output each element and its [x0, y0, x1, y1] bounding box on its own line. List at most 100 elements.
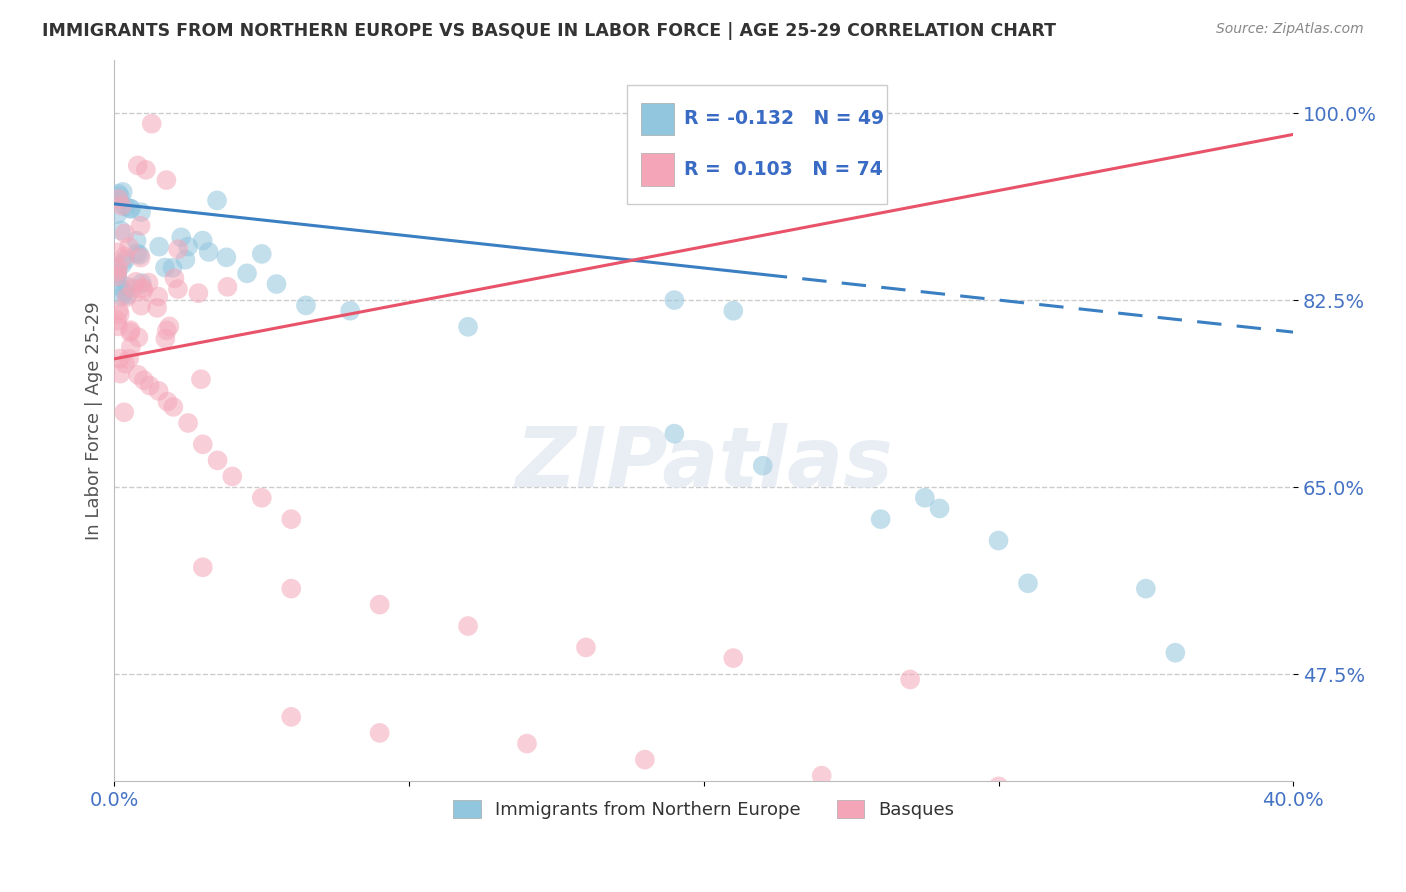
Point — [132, 281, 155, 295]
Point — [869, 512, 891, 526]
Point — [132, 373, 155, 387]
Point — [723, 303, 745, 318]
Point — [751, 458, 773, 473]
Point — [129, 205, 152, 219]
Point — [108, 303, 131, 318]
Point — [898, 673, 921, 687]
Point — [1164, 646, 1187, 660]
Point — [105, 266, 128, 280]
Point — [575, 640, 598, 655]
Text: R =  0.103   N = 74: R = 0.103 N = 74 — [683, 160, 883, 178]
Point — [111, 257, 134, 271]
Point — [108, 351, 131, 366]
Point — [127, 330, 149, 344]
Point — [114, 227, 136, 241]
Y-axis label: In Labor Force | Age 25-29: In Labor Force | Age 25-29 — [86, 301, 103, 540]
Point — [156, 394, 179, 409]
Point — [167, 282, 190, 296]
Point — [105, 269, 128, 284]
Point — [120, 202, 142, 216]
Point — [215, 250, 238, 264]
Point — [266, 277, 288, 291]
Point — [177, 416, 200, 430]
Point — [157, 319, 180, 334]
Point — [107, 278, 129, 293]
Point — [108, 189, 131, 203]
Point — [664, 293, 686, 307]
Point — [664, 426, 686, 441]
Point — [250, 247, 273, 261]
Point — [339, 303, 361, 318]
Point — [105, 245, 128, 260]
Point — [368, 726, 391, 740]
Point — [1017, 576, 1039, 591]
Point — [156, 323, 179, 337]
FancyBboxPatch shape — [641, 153, 675, 186]
Point — [191, 437, 214, 451]
Point — [457, 319, 479, 334]
Point — [114, 357, 136, 371]
Point — [148, 289, 170, 303]
Point — [105, 207, 128, 221]
Point — [153, 260, 176, 275]
Point — [127, 368, 149, 382]
Point — [162, 400, 184, 414]
Point — [129, 251, 152, 265]
Point — [207, 453, 229, 467]
Point — [280, 710, 302, 724]
Point — [128, 248, 150, 262]
Point — [129, 299, 152, 313]
Point — [280, 512, 302, 526]
FancyBboxPatch shape — [641, 103, 675, 136]
Point — [155, 332, 177, 346]
Point — [170, 230, 193, 244]
Point — [127, 159, 149, 173]
Point — [295, 298, 318, 312]
Point — [105, 264, 128, 278]
Point — [146, 301, 169, 315]
FancyBboxPatch shape — [627, 85, 887, 204]
Point — [148, 384, 170, 398]
Point — [118, 240, 141, 254]
Point — [197, 244, 219, 259]
Point — [139, 378, 162, 392]
Point — [118, 351, 141, 366]
Point — [127, 246, 149, 260]
Point — [280, 811, 302, 825]
Point — [155, 173, 177, 187]
Point — [120, 202, 142, 216]
Point — [107, 319, 129, 334]
Point — [634, 753, 657, 767]
Point — [112, 249, 135, 263]
Text: ZIPatlas: ZIPatlas — [515, 423, 893, 504]
Point — [117, 288, 139, 302]
Point — [138, 276, 160, 290]
Point — [110, 289, 132, 303]
Point — [1135, 582, 1157, 596]
Point — [236, 266, 259, 280]
Point — [191, 234, 214, 248]
Point — [163, 271, 186, 285]
Point — [280, 582, 302, 596]
Point — [457, 619, 479, 633]
Point — [148, 240, 170, 254]
Point — [217, 280, 239, 294]
Point — [914, 491, 936, 505]
Point — [111, 185, 134, 199]
Point — [250, 491, 273, 505]
Point — [132, 284, 155, 298]
Point — [120, 325, 142, 339]
Point — [191, 560, 214, 574]
Point — [129, 219, 152, 233]
Point — [114, 285, 136, 299]
Point — [107, 260, 129, 275]
Point — [120, 323, 142, 337]
Point — [516, 737, 538, 751]
Point — [125, 275, 148, 289]
Point — [810, 769, 832, 783]
Point — [723, 651, 745, 665]
Point — [120, 340, 142, 354]
Point — [125, 234, 148, 248]
Point — [221, 469, 243, 483]
Point — [105, 314, 128, 328]
